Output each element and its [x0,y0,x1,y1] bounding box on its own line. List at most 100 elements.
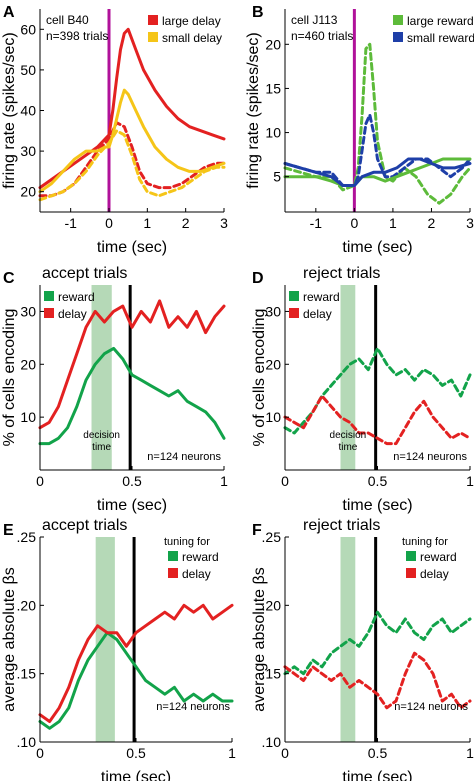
neuron-count: n=124 neurons [147,451,221,463]
series-line-0 [38,631,234,730]
x-axis-label: time (sec) [342,769,412,781]
y-tick-label: 20 [265,36,281,52]
panel-letter: A [3,4,15,21]
panel-letter: F [252,522,262,539]
y-tick-label: 40 [20,103,36,119]
cell-label: cell J113 [291,13,338,27]
legend-swatch [148,32,158,42]
x-tick-label: -1 [64,215,77,231]
panel-letter: C [3,270,15,287]
series-line-3 [283,157,472,187]
y-tick-label: 30 [20,303,36,319]
x-tick-label: 0 [36,745,44,761]
x-tick-label: 3 [466,215,474,231]
legend-label: delay [58,307,87,321]
legend-label: small reward [407,31,474,45]
legend-label: reward [58,290,95,304]
panel-letter: B [252,4,264,21]
y-tick-label: .25 [262,529,282,545]
series-line-2 [38,121,226,198]
legend-title: tuning for [402,536,448,548]
panel-letter: E [3,522,14,539]
y-tick-label: 20 [265,356,281,372]
x-tick-label: 0.5 [126,745,146,761]
series-line-0 [38,27,226,190]
x-tick-label: -1 [310,215,323,231]
decision-label: decision [83,430,120,441]
legend-swatch [44,291,54,301]
panel-subtitle: reject trials [303,265,380,282]
y-tick-label: 60 [20,21,36,37]
legend-swatch [168,551,178,561]
legend-swatch [148,15,158,25]
y-axis-label: firing rate (spikes/sec) [245,32,262,189]
y-axis-label: % of cells encoding [1,309,18,447]
neuron-count: n=124 neurons [156,701,230,713]
x-axis-label: time (sec) [342,497,412,514]
y-tick-label: 10 [20,409,36,425]
x-tick-label: 2 [428,215,436,231]
legend-swatch [44,308,54,318]
x-tick-label: 2 [182,215,190,231]
y-tick-label: .15 [262,666,282,682]
y-tick-label: .10 [17,734,37,750]
y-tick-label: 20 [20,356,36,372]
legend-swatch [168,568,178,578]
y-tick-label: 5 [273,169,281,185]
panel-c: 0 0.5 1 10 20 30 time (sec) % of cells encoding… [1,265,228,514]
legend-swatch [289,291,299,301]
y-tick-label: 10 [265,125,281,141]
decision-window-band [95,537,115,742]
x-tick-label: 1 [220,473,228,489]
legend-label: small delay [162,31,222,45]
x-axis-label: time (sec) [342,239,412,256]
x-tick-label: 1 [466,745,474,761]
legend-label: delay [303,307,332,321]
x-tick-label: 0 [281,745,289,761]
x-tick-label: 0 [281,473,289,489]
y-axis-label: % of cells encoding [251,309,268,447]
panel-subtitle: accept trials [42,517,127,534]
legend-label: delay [182,567,211,581]
x-tick-label: 0 [105,215,113,231]
x-axis-label: time (sec) [97,497,167,514]
trial-count: n=460 trials [291,29,353,43]
series-line-0 [283,610,472,676]
series-line-1 [283,394,472,446]
legend-swatch [393,15,403,25]
y-tick-label: .15 [17,666,37,682]
legend-label: reward [420,550,457,564]
x-tick-label: 3 [220,215,228,231]
neuron-count: n=124 neurons [393,451,467,463]
series-line-0 [283,346,472,435]
panel-f: 0 0.5 1 .10 .15 .20 .25 time (sec) average absol… [251,517,474,781]
y-tick-label: .25 [17,529,37,545]
panel-e: 0 0.5 1 .10 .15 .20 .25 time (sec) average absol… [1,517,236,781]
y-tick-label: .20 [17,597,37,613]
y-tick-label: 20 [20,184,36,200]
series-line-3 [38,129,226,202]
y-tick-label: 30 [265,303,281,319]
panel-b: -1 0 1 2 3 5 10 15 20 time (sec) firing rate (spik… [245,4,474,256]
x-axis-label: time (sec) [97,239,167,256]
series-line-1 [283,651,472,710]
y-tick-label: 10 [265,409,281,425]
series-line-1 [38,299,226,430]
series-line-1 [38,603,234,723]
y-tick-label: 15 [265,80,281,96]
series-line-1 [38,88,226,194]
panel-d: 0 0.5 1 10 20 30 time (sec) % of cells encoding… [251,265,474,514]
cell-label: cell B40 [46,13,89,27]
legend-swatch [289,308,299,318]
x-tick-label: 1 [228,745,236,761]
decision-label: decision [330,430,367,441]
x-tick-label: 1 [389,215,397,231]
x-tick-label: 0.5 [368,745,388,761]
panel-a: -1 0 1 2 3 20 30 40 50 60 time (sec) firing rate (s… [1,4,228,256]
panel-subtitle: accept trials [42,265,127,282]
legend-swatch [406,551,416,561]
x-axis-label: time (sec) [101,769,171,781]
y-axis-label: firing rate (spikes/sec) [1,32,18,189]
panel-subtitle: reject trials [303,517,380,534]
